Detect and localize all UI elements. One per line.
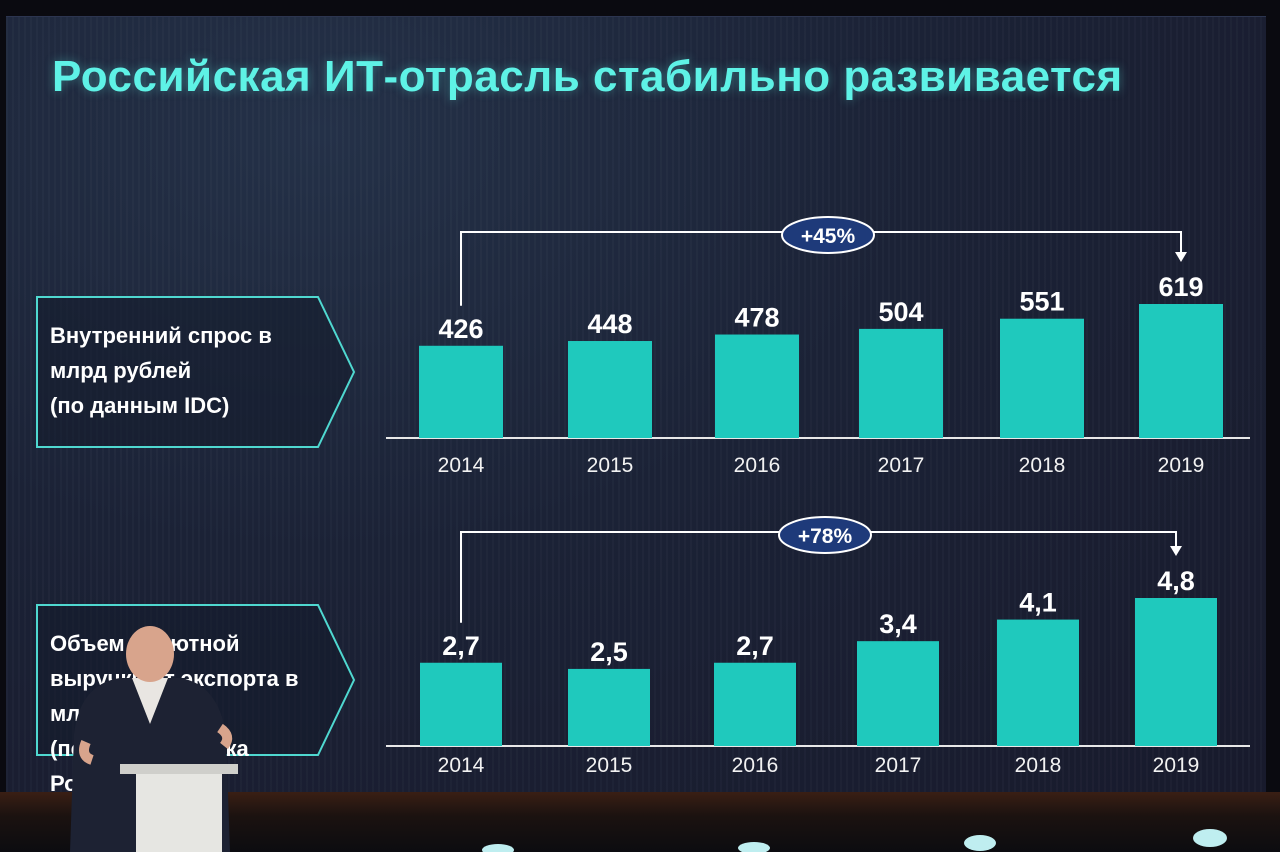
bar-2019 xyxy=(1139,304,1223,438)
bar-2016 xyxy=(715,334,799,438)
value-label-2018: 4,1 xyxy=(1019,588,1057,618)
growth-badge-label: +78% xyxy=(798,525,853,548)
value-label-2014: 426 xyxy=(438,314,483,344)
year-label-2017: 2017 xyxy=(875,754,922,777)
bar-2016 xyxy=(714,662,796,746)
year-label-2016: 2016 xyxy=(734,454,781,477)
year-label-2015: 2015 xyxy=(586,754,633,777)
growth-badge xyxy=(781,216,875,254)
bar-2018 xyxy=(997,619,1079,746)
growth-arrowhead xyxy=(1170,546,1182,556)
value-label-2015: 2,5 xyxy=(590,637,628,667)
value-label-2015: 448 xyxy=(587,309,632,339)
bar-2015 xyxy=(568,341,652,438)
bar-2018 xyxy=(1000,318,1084,438)
slide-title: Российская ИТ-отрасль стабильно развивае… xyxy=(52,52,1123,101)
year-label-2017: 2017 xyxy=(878,454,925,477)
value-label-2017: 3,4 xyxy=(879,609,917,639)
year-label-2016: 2016 xyxy=(732,754,779,777)
growth-badge xyxy=(778,516,872,554)
bar-2015 xyxy=(568,668,650,746)
value-label-2017: 504 xyxy=(878,297,923,327)
speaker-at-podium xyxy=(70,626,238,852)
value-label-2018: 551 xyxy=(1019,287,1064,317)
year-label-2018: 2018 xyxy=(1015,754,1062,777)
year-label-2018: 2018 xyxy=(1019,454,1066,477)
year-label-2019: 2019 xyxy=(1153,754,1200,777)
year-label-2014: 2014 xyxy=(438,454,485,477)
value-label-2019: 619 xyxy=(1158,272,1203,302)
label-box-frame xyxy=(36,296,356,448)
value-label-2019: 4,8 xyxy=(1157,566,1195,596)
growth-arrowhead xyxy=(1175,252,1187,262)
bar-2017 xyxy=(859,328,943,438)
bar-2014 xyxy=(420,662,502,746)
bar-2019 xyxy=(1135,598,1217,746)
value-label-2016: 2,7 xyxy=(736,631,774,661)
label-domestic-demand: Внутренний спрос в млрд рублей (по данны… xyxy=(50,323,272,418)
value-label-2014: 2,7 xyxy=(442,631,480,661)
year-label-2014: 2014 xyxy=(438,754,485,777)
value-label-2016: 478 xyxy=(734,303,779,333)
growth-badge-label: +45% xyxy=(801,225,856,248)
bar-2017 xyxy=(857,641,939,746)
year-label-2019: 2019 xyxy=(1158,454,1205,477)
label-box-domestic-demand: Внутренний спрос в млрд рублей (по данны… xyxy=(36,296,356,448)
bar-2014 xyxy=(419,345,503,438)
year-label-2015: 2015 xyxy=(587,454,634,477)
